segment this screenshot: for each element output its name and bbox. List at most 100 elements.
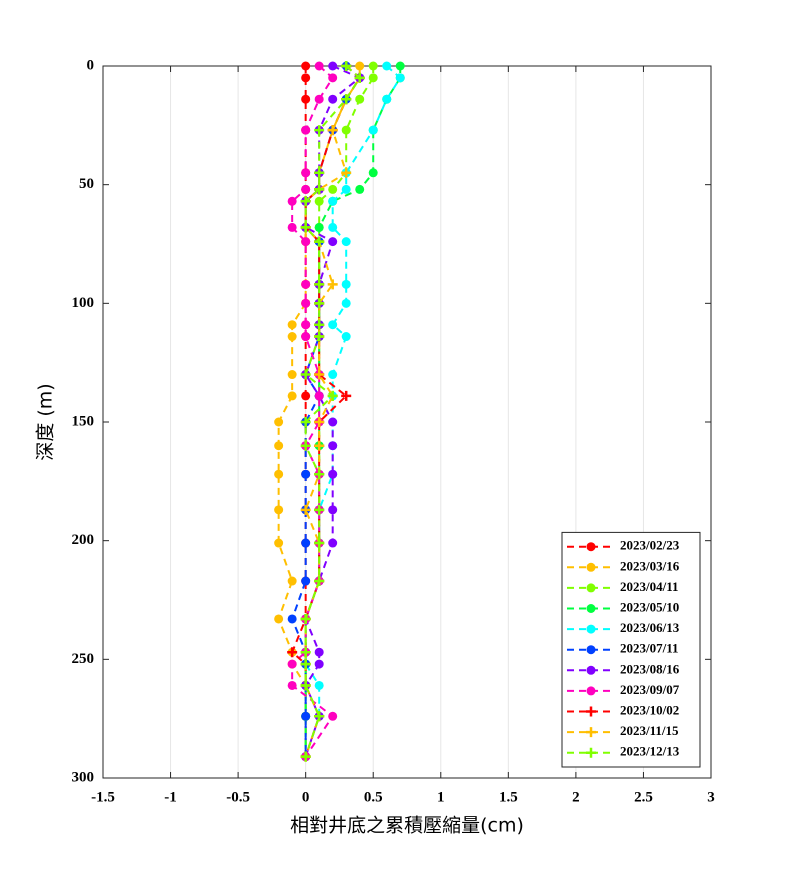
- plus-marker: [586, 706, 596, 717]
- x-tick-label: 2.5: [634, 789, 653, 805]
- circle-marker: [301, 237, 311, 247]
- circle-marker: [395, 73, 405, 83]
- plus-marker: [327, 390, 338, 401]
- circle-marker: [287, 680, 297, 690]
- series: [300, 61, 365, 762]
- legend-label: 2023/07/11: [620, 641, 679, 656]
- plus-marker: [314, 279, 325, 290]
- plus-marker: [314, 369, 325, 380]
- circle-marker: [328, 320, 338, 330]
- plus-marker: [300, 440, 311, 451]
- plus-marker: [300, 680, 311, 691]
- circle-marker: [328, 505, 338, 515]
- plus-marker: [314, 504, 325, 515]
- circle-marker: [301, 125, 311, 135]
- plus-marker: [341, 61, 352, 71]
- circle-marker: [382, 61, 392, 71]
- circle-marker: [314, 94, 324, 104]
- circle-marker: [287, 391, 297, 401]
- circle-marker: [586, 665, 596, 675]
- circle-marker: [328, 370, 338, 380]
- series: [287, 61, 365, 762]
- plus-marker: [300, 659, 311, 670]
- y-tick-label: 50: [79, 176, 94, 192]
- circle-marker: [314, 61, 324, 71]
- y-tick-label: 0: [87, 57, 95, 73]
- circle-marker: [586, 624, 596, 634]
- x-tick-label: 1: [437, 789, 445, 805]
- circle-marker: [341, 332, 351, 342]
- y-tick-label: 300: [72, 769, 95, 785]
- circle-marker: [301, 711, 311, 721]
- series-line: [291, 65, 335, 758]
- plus-marker: [287, 647, 298, 658]
- plot-frame: [102, 65, 712, 779]
- plus-marker: [300, 504, 311, 515]
- circle-marker: [287, 196, 297, 206]
- circle-marker: [586, 542, 596, 552]
- plus-marker: [586, 747, 596, 758]
- circle-marker: [301, 469, 311, 479]
- circle-marker: [341, 279, 351, 289]
- circle-marker: [301, 332, 311, 342]
- plus-marker: [314, 538, 325, 549]
- circle-marker: [328, 73, 338, 83]
- circle-marker: [274, 538, 284, 548]
- circle-marker: [301, 320, 311, 330]
- x-tick-label: 3: [707, 789, 715, 805]
- circle-marker: [314, 680, 324, 690]
- plus-marker: [300, 369, 311, 380]
- legend-label: 2023/05/10: [620, 599, 679, 614]
- plus-marker: [586, 727, 596, 738]
- circle-marker: [274, 469, 284, 479]
- plus-marker: [314, 576, 325, 587]
- legend-label: 2023/09/07: [620, 682, 680, 697]
- circle-marker: [314, 196, 324, 206]
- circle-marker: [586, 686, 596, 696]
- circle-marker: [328, 538, 338, 548]
- circle-marker: [301, 279, 311, 289]
- x-tick-label: -0.5: [226, 789, 250, 805]
- legend-label: 2023/11/15: [620, 723, 679, 738]
- series-line: [290, 65, 362, 757]
- legend-label: 2023/06/13: [620, 620, 680, 635]
- plus-marker: [341, 390, 352, 401]
- circle-marker: [586, 645, 596, 655]
- legend-label: 2023/12/13: [620, 744, 680, 759]
- circle-marker: [274, 417, 284, 427]
- plus-marker: [314, 469, 325, 480]
- legend-label: 2023/02/23: [620, 538, 680, 553]
- plus-marker: [300, 613, 311, 624]
- circle-marker: [586, 562, 596, 572]
- circle-marker: [301, 298, 311, 308]
- circle-marker: [586, 604, 596, 613]
- plus-marker: [314, 167, 325, 178]
- plus-marker: [314, 440, 325, 451]
- plus-marker: [341, 94, 352, 105]
- circle-marker: [301, 61, 311, 71]
- plus-marker: [314, 331, 325, 342]
- y-tick-label: 150: [72, 413, 95, 429]
- circle-marker: [274, 614, 284, 624]
- circle-marker: [341, 298, 351, 308]
- plus-marker: [314, 319, 325, 330]
- y-tick-label: 200: [72, 532, 95, 548]
- circle-marker: [341, 125, 351, 135]
- plus-marker: [300, 751, 311, 762]
- circle-marker: [341, 184, 351, 194]
- plus-marker: [314, 711, 325, 722]
- plus-marker: [300, 222, 311, 233]
- plus-marker: [300, 647, 311, 658]
- circle-marker: [287, 659, 297, 669]
- circle-marker: [328, 237, 338, 247]
- plus-marker: [300, 196, 311, 207]
- x-axis-label: 相對井底之累積壓縮量(cm): [290, 815, 524, 837]
- circle-marker: [301, 538, 311, 548]
- plus-marker: [314, 184, 325, 195]
- circle-marker: [328, 469, 338, 479]
- plus-marker: [314, 298, 325, 309]
- circle-marker: [355, 94, 365, 104]
- circle-marker: [314, 391, 324, 401]
- plus-marker: [314, 125, 325, 136]
